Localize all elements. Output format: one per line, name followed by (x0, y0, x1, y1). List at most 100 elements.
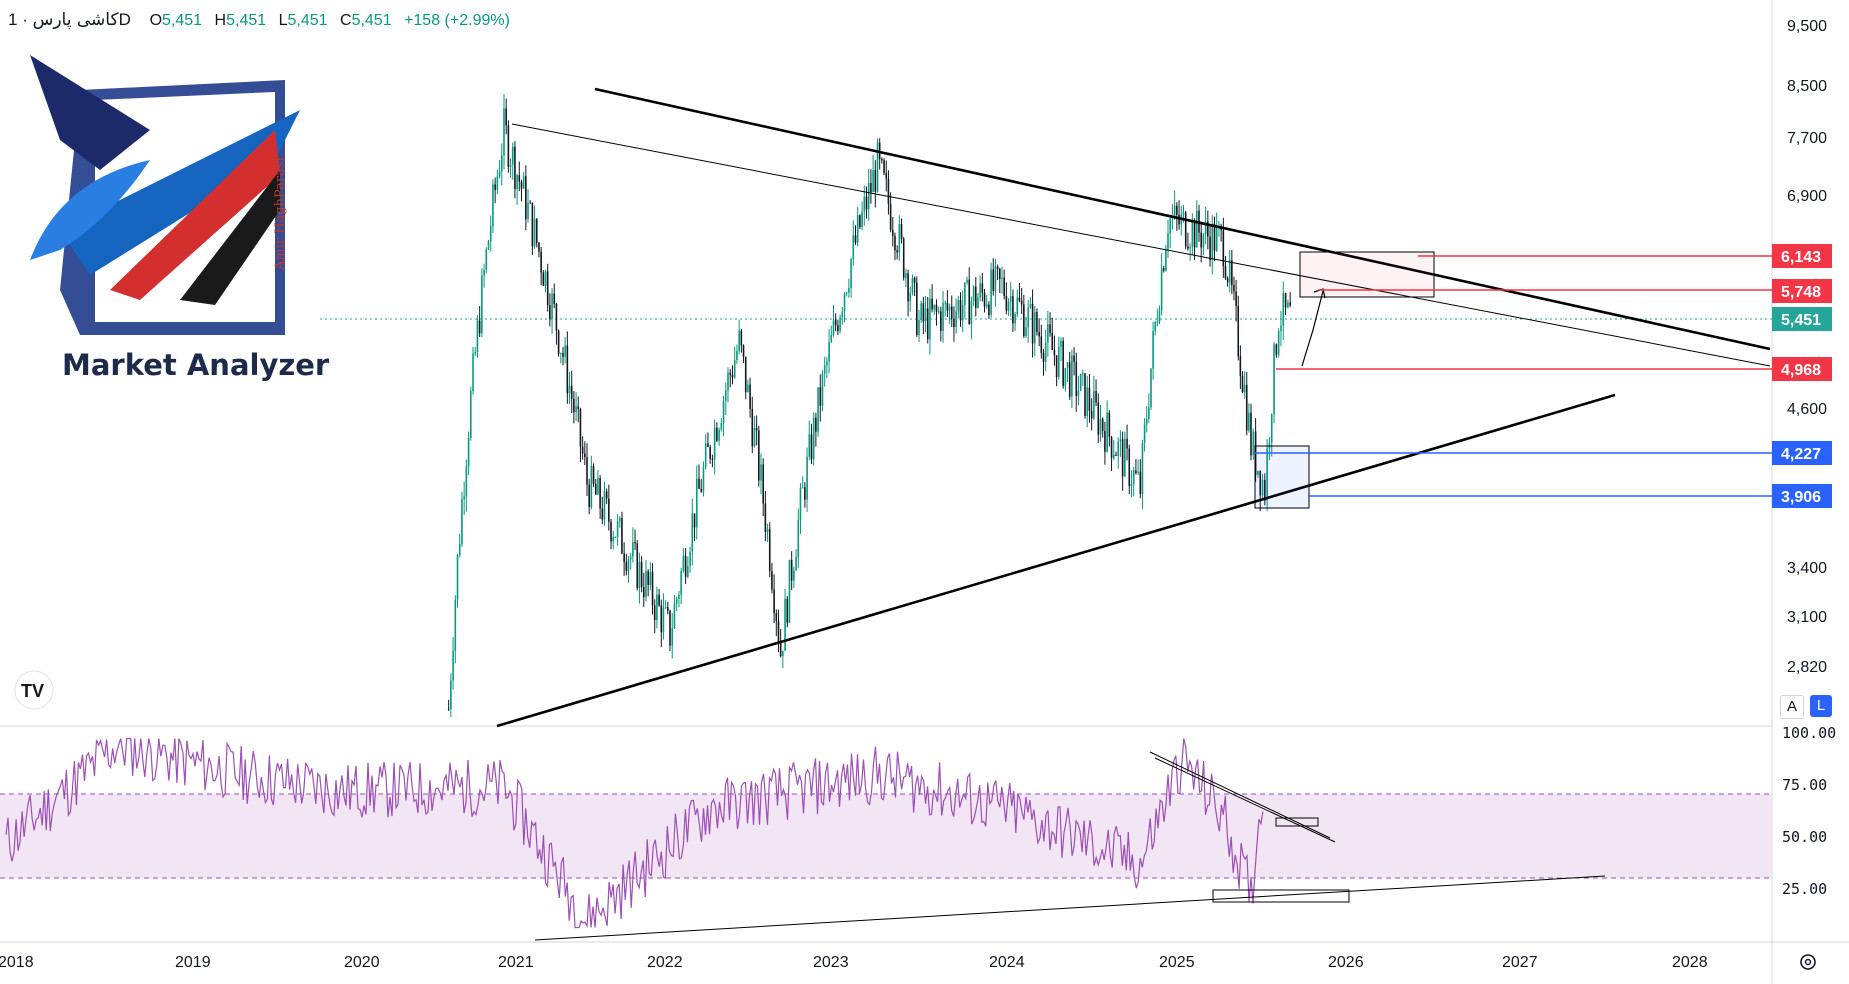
candle-body (487, 241, 490, 250)
candle-body (1266, 448, 1268, 501)
candle-body (1055, 355, 1058, 377)
candle-body (865, 196, 868, 210)
candle-body (467, 438, 470, 467)
log-scale-button[interactable]: L (1810, 695, 1832, 717)
rsi-support-trendline[interactable] (534, 875, 1606, 941)
candle-body (680, 571, 682, 595)
candle-body (736, 351, 738, 361)
candle-body (599, 478, 601, 509)
gear-icon[interactable] (1800, 954, 1816, 970)
candle-body (669, 610, 671, 646)
candle-body (955, 311, 957, 327)
time-tick: 2018 (0, 954, 34, 971)
rsi-box-lower[interactable] (1212, 889, 1350, 903)
candle-body (518, 175, 521, 182)
change-value: +158 (+2.99%) (404, 12, 510, 29)
candle-body (1073, 355, 1075, 362)
candle-body (916, 282, 918, 335)
svg-text:6,143: 6,143 (1781, 249, 1821, 266)
time-tick: 2021 (498, 954, 534, 971)
projection-arrow[interactable] (1301, 290, 1324, 367)
candle-body (1237, 305, 1240, 357)
rsi-box-upper[interactable] (1275, 817, 1319, 827)
tradingview-watermark-icon[interactable]: TV (14, 670, 54, 710)
candle-body (584, 453, 586, 458)
candle-body (1284, 293, 1287, 308)
support-zone-box[interactable] (1254, 445, 1310, 509)
candle-body (458, 544, 461, 556)
candle-body (531, 202, 534, 247)
candle-body (1182, 212, 1185, 215)
candle-body (1228, 260, 1231, 283)
candle-body (463, 496, 465, 500)
candle-body (1191, 221, 1194, 247)
candle-body (1204, 221, 1207, 235)
candle-body (1036, 312, 1038, 332)
time-tick: 2024 (989, 954, 1025, 971)
candle-body (623, 553, 625, 563)
candle-body (810, 434, 813, 460)
candle-body (830, 334, 833, 343)
candle-body (1152, 331, 1154, 369)
candle-body (575, 406, 577, 413)
market-analyzer-logo: Amir HaghParasi Market Analyzer (30, 55, 330, 382)
candle-body (968, 279, 971, 325)
candle-body (525, 176, 527, 220)
candle-body (1141, 442, 1144, 494)
candle-body (977, 297, 979, 308)
candle-body (704, 443, 707, 468)
rsi-resistance-trendline-b[interactable] (1154, 757, 1336, 843)
candle-body (744, 356, 747, 393)
candle-body (1150, 368, 1152, 408)
interval-label[interactable]: · 1D (8, 10, 131, 29)
candle-body (1143, 424, 1146, 443)
candle-body (651, 571, 654, 606)
candle-body (1233, 285, 1235, 292)
candle-body (773, 589, 775, 614)
candle-body (709, 446, 711, 459)
candle-body (946, 302, 949, 311)
triangle-upper-trendline[interactable] (594, 87, 1771, 351)
candle-body (1178, 214, 1180, 225)
rsi-axis[interactable]: 100.00 75.00 50.00 25.00 (1782, 724, 1836, 898)
channel-upper-trendline[interactable] (511, 123, 1771, 367)
time-axis[interactable]: 2018 2019 2020 2021 2022 2023 2024 2025 … (0, 954, 1708, 971)
candle-body (1033, 312, 1036, 344)
ohlc-values: O5,451 H5,451 L5,451 C5,451 (149, 12, 392, 29)
candle-body (950, 306, 953, 319)
candle-body (1248, 412, 1250, 431)
candle-body (808, 434, 811, 457)
triangle-lower-trendline[interactable] (496, 393, 1616, 728)
candle-body (503, 108, 505, 156)
candle-body (656, 594, 658, 621)
time-tick: 2028 (1672, 954, 1708, 971)
candle-body (1095, 390, 1097, 403)
candle-body (605, 491, 608, 499)
candle-body (1053, 349, 1056, 356)
candle-body (645, 571, 647, 597)
candle-body (1135, 470, 1137, 473)
rsi-resistance-trendline-a[interactable] (1149, 751, 1331, 839)
projection-arrow-head (1313, 288, 1326, 299)
candle-body (740, 330, 743, 346)
candle-body (653, 605, 656, 621)
candle-body (1062, 340, 1064, 387)
candle-body (760, 464, 762, 481)
candle-body (753, 427, 756, 447)
candle-body (793, 570, 795, 581)
auto-scale-button[interactable]: A (1780, 695, 1804, 719)
candle-body (874, 170, 877, 192)
candle-body (985, 304, 988, 307)
candle-body (933, 304, 936, 310)
symbol-name[interactable]: کاشی پارس (32, 10, 119, 30)
symbol-header: کاشی پارس · 1D O5,451 H5,451 L5,451 C5,4… (8, 10, 510, 30)
candle-body (771, 571, 773, 590)
candle-body (638, 561, 641, 589)
candle-body (727, 372, 729, 391)
candle-body (801, 487, 804, 489)
candle-body (1202, 234, 1205, 248)
svg-text:5,451: 5,451 (1781, 312, 1821, 329)
price-axis[interactable]: 9,500 8,500 7,700 6,900 4,600 3,400 3,10… (1787, 18, 1827, 676)
candle-body (852, 235, 855, 260)
